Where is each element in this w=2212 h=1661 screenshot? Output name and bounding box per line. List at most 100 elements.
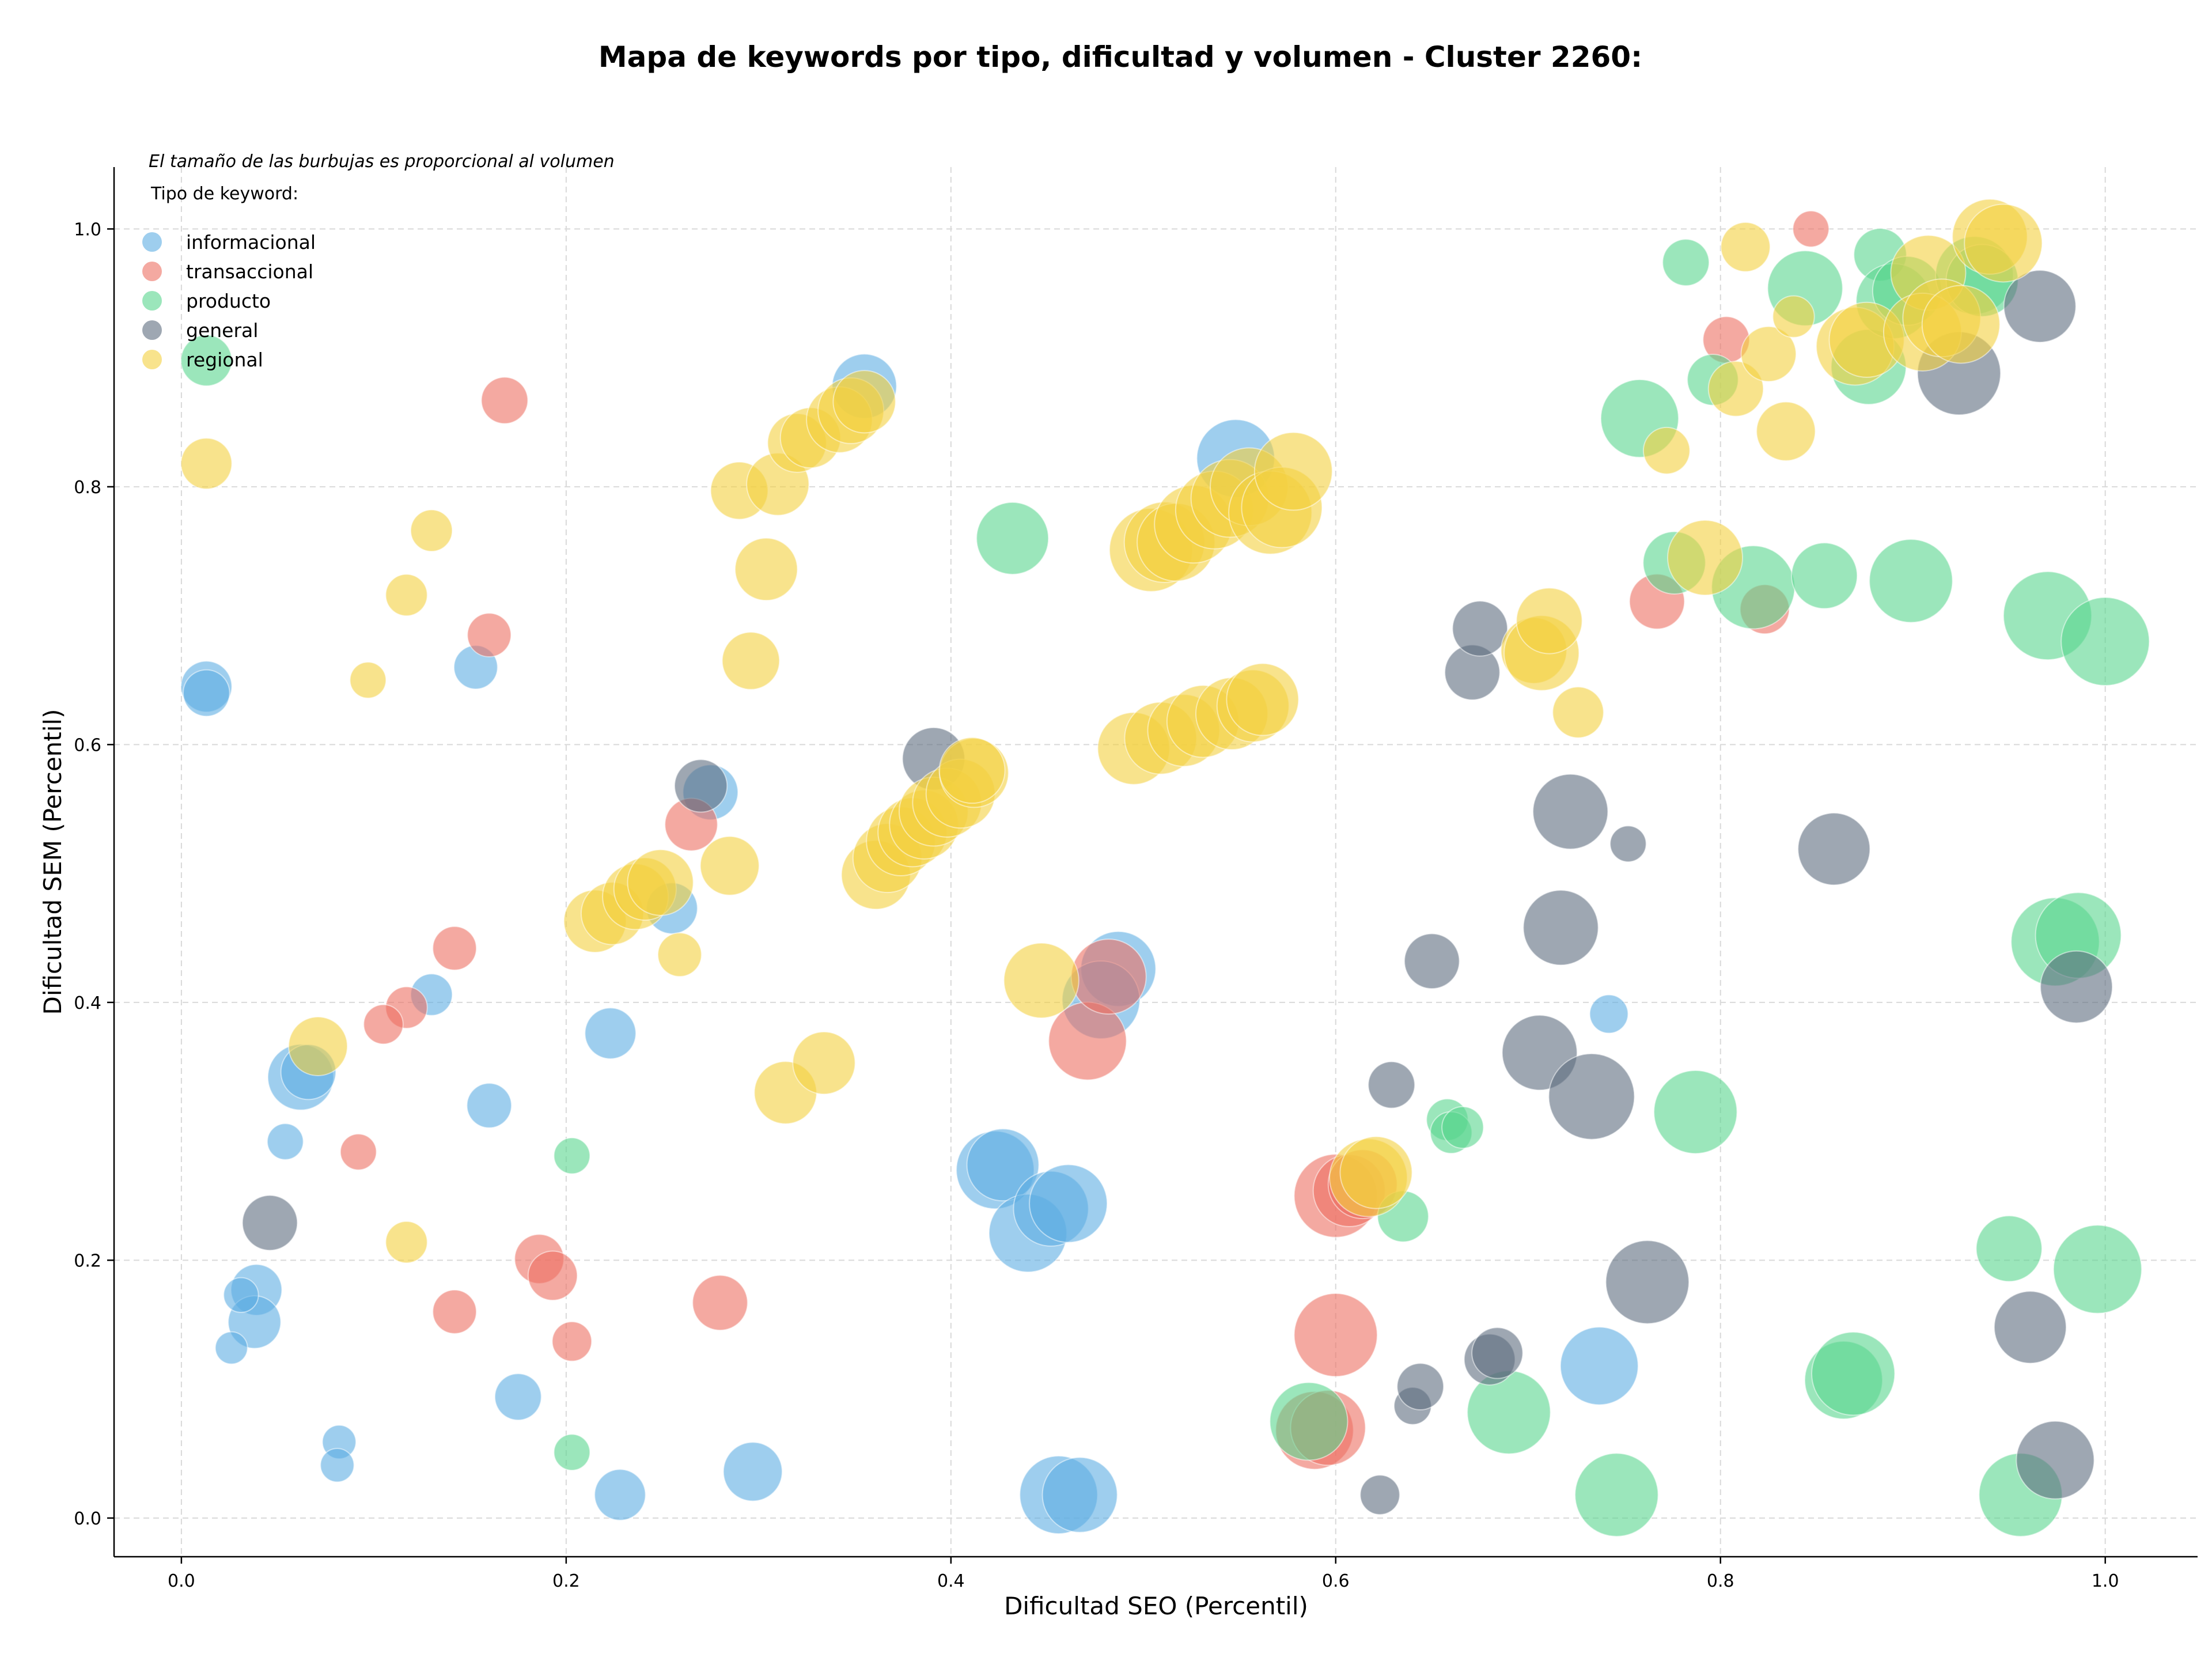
bubble-general <box>2003 270 2077 343</box>
bubble-regional <box>792 1031 856 1095</box>
bubble-regional <box>180 437 233 490</box>
bubble-general <box>1797 812 1871 886</box>
bubble-general <box>1396 1363 1445 1410</box>
x-tick-label: 1.0 <box>2092 1571 2119 1591</box>
bubble-transaccional <box>527 1250 578 1301</box>
legend-label-transaccional: transaccional <box>186 260 313 283</box>
bubble-informacional <box>584 1007 637 1060</box>
bubble-general <box>1522 890 1599 966</box>
y-axis-title: Dificultad SEM (Percentil) <box>39 709 67 1015</box>
bubble-producto <box>2052 1224 2142 1314</box>
bubble-general <box>1471 1327 1524 1379</box>
bubble-producto <box>553 1433 591 1471</box>
bubble-transaccional <box>432 926 477 971</box>
bubble-general <box>1368 1061 1415 1109</box>
y-tick-label: 0.8 <box>74 478 101 498</box>
y-tick-label: 0.2 <box>74 1251 101 1271</box>
bubble-regional <box>657 932 702 977</box>
bubble-regional <box>734 537 798 601</box>
legend-marker-regional <box>142 350 162 369</box>
bubble-regional <box>1964 203 2043 283</box>
bubble-producto <box>1869 539 1953 623</box>
chart-title: Mapa de keywords por tipo, dificultad y … <box>599 40 1642 74</box>
bubble-producto <box>1791 542 1858 610</box>
bubble-regional <box>832 370 896 434</box>
bubble-producto <box>1574 1452 1659 1537</box>
bubble-producto <box>180 334 233 387</box>
bubble-regional <box>1707 361 1764 417</box>
y-tick-label: 0.0 <box>74 1509 101 1529</box>
bubble-informacional <box>722 1441 783 1502</box>
bubble-general <box>1452 600 1508 657</box>
legend-label-regional: regional <box>186 349 263 371</box>
bubble-general <box>674 759 728 813</box>
bubble-regional <box>1756 401 1816 461</box>
bubble-general <box>2040 950 2113 1024</box>
bubble-informacional <box>267 1123 304 1160</box>
y-tick-label: 0.6 <box>74 735 101 755</box>
legend-marker-producto <box>142 291 162 311</box>
bubble-producto <box>2061 596 2150 686</box>
bubble-producto <box>1975 1215 2043 1282</box>
bubble-informacional <box>214 1331 248 1365</box>
bubble-regional <box>1740 326 1797 383</box>
bubble-regional <box>1666 519 1744 596</box>
series-general <box>241 270 2113 1515</box>
legend: informacional transaccional producto genera… <box>142 231 316 371</box>
bubble-regional <box>627 849 694 916</box>
legend-title: Tipo de keyword: <box>150 184 298 204</box>
bubble-informacional <box>223 1277 259 1313</box>
bubble-general <box>1404 933 1460 989</box>
x-tick-label: 0.2 <box>552 1571 580 1591</box>
x-tick-label: 0.0 <box>168 1571 195 1591</box>
bubble-producto <box>1811 1331 1896 1416</box>
bubble-transaccional <box>1293 1293 1378 1378</box>
bubble-informacional <box>182 669 230 717</box>
legend-marker-informacional <box>142 232 162 252</box>
bubble-regional <box>1921 285 2001 364</box>
bubble-regional <box>938 737 1006 804</box>
bubble-transaccional <box>480 376 529 425</box>
x-tick-label: 0.6 <box>1322 1571 1350 1591</box>
bubble-regional <box>1642 426 1691 475</box>
bubbles <box>180 198 2150 1537</box>
bubble-regional <box>410 509 453 553</box>
bubble-regional <box>1552 686 1604 739</box>
legend-label-producto: producto <box>186 290 271 312</box>
bubble-informacional <box>1559 1326 1639 1406</box>
bubble-producto <box>553 1137 591 1175</box>
bubble-producto <box>1441 1106 1484 1149</box>
bubble-regional <box>1253 432 1333 511</box>
bubble-transaccional <box>363 1004 404 1045</box>
x-tick-label: 0.8 <box>1707 1571 1734 1591</box>
bubble-informacional <box>494 1373 542 1421</box>
bubble-transaccional <box>467 612 512 658</box>
legend-marker-transaccional <box>142 262 162 281</box>
bubble-regional <box>1772 295 1815 338</box>
axes <box>113 167 2198 1558</box>
y-tick-label: 1.0 <box>74 220 101 240</box>
bubble-general <box>2016 1420 2095 1500</box>
bubble-informacional <box>466 1083 512 1129</box>
bubble-producto <box>1662 239 1710 286</box>
bubble-general <box>1605 1240 1690 1325</box>
bubble-regional <box>1226 663 1300 736</box>
bubble-general <box>1532 773 1609 850</box>
legend-marker-general <box>142 320 162 340</box>
legend-label-informacional: informacional <box>186 231 316 253</box>
bubble-regional <box>385 1220 428 1264</box>
bubble-transaccional <box>1070 939 1147 1015</box>
y-tick-label: 0.4 <box>74 993 101 1013</box>
axis-ticks: 0.0 0.2 0.4 0.6 0.8 1.0 0.0 0.2 0.4 0.6 0.8 1.0 <box>74 220 2119 1591</box>
bubble-regional <box>1339 1136 1413 1209</box>
bubble-regional <box>1720 222 1771 273</box>
bubble-informacional <box>320 1448 355 1483</box>
x-tick-label: 0.4 <box>937 1571 965 1591</box>
bubble-transaccional <box>432 1289 477 1334</box>
bubble-regional <box>349 661 387 699</box>
bubble-informacional <box>1029 1164 1108 1243</box>
bubble-general <box>1359 1474 1400 1515</box>
bubble-regional <box>699 835 760 896</box>
bubble-informacional <box>966 1128 1040 1202</box>
